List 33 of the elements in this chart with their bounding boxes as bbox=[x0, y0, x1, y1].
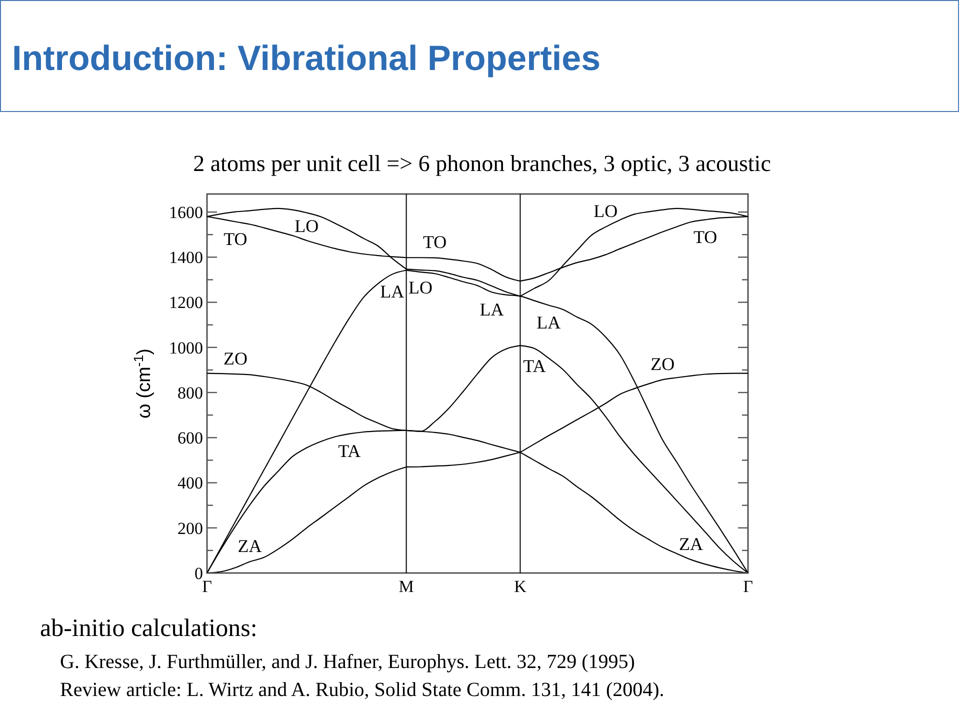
text: LA bbox=[480, 299, 504, 320]
series-label: LO bbox=[408, 277, 433, 298]
text: Review article: L. Wirtz and A. Rubio, Solid State Comm. 131, 141 (2004). bbox=[60, 679, 664, 701]
text: G. Kresse, J. Furthmüller, and J. Hafner, Europhys. Lett. 32, 729 (1995) bbox=[60, 651, 635, 673]
series-label: TA bbox=[523, 356, 546, 376]
text: ab-initio calculations: bbox=[40, 615, 258, 642]
series-label: TO bbox=[693, 227, 718, 248]
chart-subtitle: 2 atoms per unit cell => 6 phonon branches, 3 optic, 3 acoustic bbox=[193, 151, 771, 176]
y-tick-label: 200 bbox=[178, 518, 203, 538]
y-tick-label: 1600 bbox=[169, 203, 203, 222]
x-tick-label: Γ bbox=[202, 577, 212, 596]
series-label: LA bbox=[380, 282, 404, 302]
chart-title: Introduction: Vibrational Properties bbox=[12, 39, 601, 78]
y-tick-label: 0 bbox=[194, 564, 203, 583]
series-label: LO bbox=[294, 216, 319, 236]
series-label: ZO bbox=[223, 348, 248, 368]
x-tick-label: M bbox=[398, 577, 414, 596]
y-tick-label: 400 bbox=[178, 474, 203, 493]
series-label: LA bbox=[536, 312, 561, 333]
x-tick-label: K bbox=[514, 577, 528, 596]
y-tick-label: 1200 bbox=[169, 293, 203, 312]
y-tick-label: 1000 bbox=[169, 338, 203, 358]
series-label: ZA bbox=[679, 534, 704, 554]
y-tick-label: 800 bbox=[178, 383, 203, 402]
series-label: TO bbox=[422, 232, 447, 252]
series-label: TA bbox=[338, 441, 361, 462]
series-label: ZO bbox=[650, 354, 675, 374]
y-tick-label: 600 bbox=[178, 428, 203, 448]
y-tick-label: 1400 bbox=[169, 248, 203, 268]
x-tick-label: Γ bbox=[743, 577, 754, 596]
series-label: LO bbox=[594, 201, 618, 222]
series-label: ZA bbox=[238, 536, 262, 556]
series-label: TO bbox=[224, 229, 248, 250]
